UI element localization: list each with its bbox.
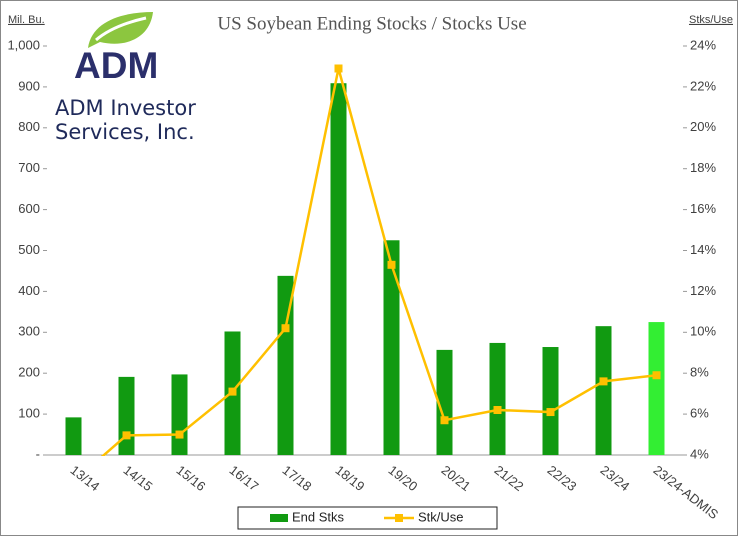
- y-tick-label: 100: [18, 406, 40, 421]
- bar: [383, 240, 400, 455]
- bar: [489, 342, 506, 455]
- bar: [542, 347, 559, 455]
- line-marker: [281, 324, 290, 333]
- logo-line: ADM Investor: [55, 96, 196, 120]
- bar: [65, 417, 82, 455]
- line-marker: [440, 416, 449, 425]
- line: [100, 68, 657, 456]
- bar: [595, 326, 612, 455]
- bar: [436, 349, 453, 455]
- y-tick-label: 1,000: [7, 37, 40, 52]
- y2-tick-label: 4%: [690, 446, 709, 461]
- legend-box: [237, 506, 498, 530]
- line-marker: [546, 408, 555, 417]
- line-marker: [599, 377, 608, 386]
- line-marker: [334, 64, 343, 73]
- y2-axis-label: Stks/Use: [689, 14, 733, 26]
- y-tick-label: 800: [18, 119, 40, 134]
- y2-tick-label: 20%: [690, 119, 716, 134]
- y-tick-label: 700: [18, 160, 40, 175]
- bar: [118, 376, 135, 455]
- y2-tick-label: 22%: [690, 78, 716, 93]
- y-tick-label: 400: [18, 283, 40, 298]
- y-tick-label: -: [36, 446, 40, 461]
- line-marker: [493, 406, 502, 415]
- bar: [277, 275, 294, 455]
- y2-tick-label: 10%: [690, 324, 716, 339]
- plot: [65, 64, 665, 456]
- logo: ADM ADM Investor Services, Inc.: [55, 12, 196, 144]
- bar: [330, 83, 347, 456]
- y-tick-label: 900: [18, 78, 40, 93]
- y2-tick-label: 6%: [690, 406, 709, 421]
- y2-tick-label: 24%: [690, 37, 716, 52]
- logo-line: Services, Inc.: [55, 120, 195, 144]
- y2-tick-label: 16%: [690, 201, 716, 216]
- logo-leaf-vein: [95, 16, 147, 42]
- y-tick-label: 600: [18, 201, 40, 216]
- line-marker: [652, 371, 661, 380]
- y-tick-label: 300: [18, 324, 40, 339]
- y2-tick-label: 12%: [690, 283, 716, 298]
- y-axis-label: Mil. Bu.: [8, 14, 45, 26]
- y-tick-label: 500: [18, 242, 40, 257]
- line-marker: [228, 387, 237, 396]
- legend-swatch: [270, 514, 288, 522]
- y2-tick-label: 8%: [690, 365, 709, 380]
- legend-label: Stk/Use: [418, 509, 464, 524]
- line-marker: [387, 260, 396, 269]
- legend-label: End Stks: [292, 509, 345, 524]
- line-marker: [122, 431, 131, 440]
- legend-swatch: [395, 514, 403, 522]
- bar: [171, 374, 188, 455]
- chart-title: US Soybean Ending Stocks / Stocks Use: [217, 13, 526, 34]
- line-marker: [175, 430, 184, 439]
- y2-tick-label: 14%: [690, 242, 716, 257]
- y2-tick-label: 18%: [690, 160, 716, 175]
- bar: [648, 322, 665, 455]
- y-tick-label: 200: [18, 365, 40, 380]
- logo-mark: ADM: [74, 45, 158, 86]
